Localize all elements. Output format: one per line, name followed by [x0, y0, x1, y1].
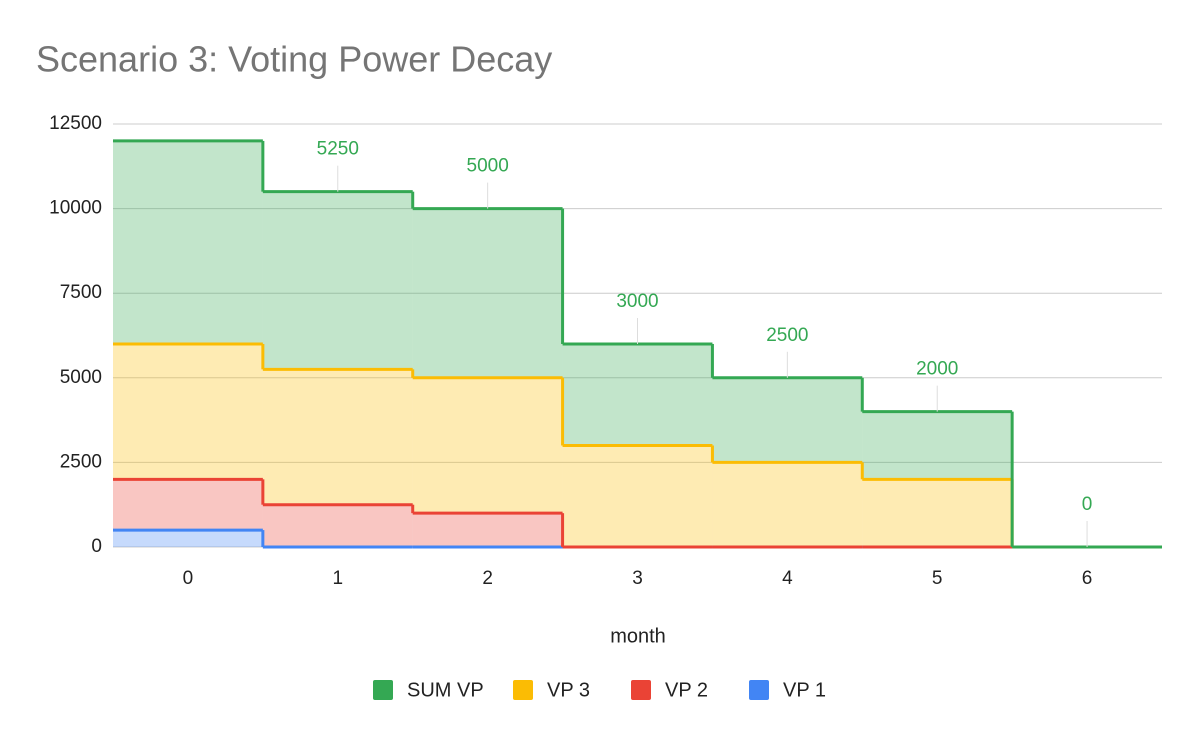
x-tick-label: 5	[932, 568, 943, 589]
y-tick-label: 2500	[60, 451, 102, 472]
area-segment	[562, 445, 713, 547]
data-label: 2500	[766, 325, 808, 346]
area-segment	[262, 504, 413, 547]
x-tick-label: 6	[1082, 568, 1093, 589]
legend-swatch	[749, 680, 769, 700]
data-label: 5250	[317, 139, 359, 160]
chart-title: Scenario 3: Voting Power Decay	[36, 39, 552, 80]
y-tick-label: 12500	[49, 113, 102, 134]
area-segment	[862, 411, 1013, 480]
legend-label: VP 2	[665, 679, 708, 701]
area-segment	[262, 191, 413, 370]
area-segment	[712, 377, 863, 463]
data-label: 0	[1082, 494, 1093, 515]
x-tick-label: 3	[632, 568, 643, 589]
x-tick-label: 4	[782, 568, 793, 589]
legend-swatch	[513, 680, 533, 700]
y-tick-label: 7500	[60, 282, 102, 303]
x-tick-label: 2	[482, 568, 493, 589]
legend-swatch	[631, 680, 651, 700]
legend-label: VP 3	[547, 679, 590, 701]
legend-label: SUM VP	[407, 679, 484, 701]
area-segment	[113, 530, 263, 547]
x-tick-label: 1	[332, 568, 343, 589]
area-segment	[412, 208, 563, 378]
y-tick-label: 0	[91, 536, 102, 557]
legend-label: VP 1	[783, 679, 826, 701]
data-label: 5000	[467, 156, 509, 177]
area-segment	[562, 343, 713, 446]
area-segment	[412, 377, 563, 514]
area-segment	[113, 479, 263, 531]
legend-swatch	[373, 680, 393, 700]
y-tick-label: 10000	[49, 198, 102, 219]
area-segment	[712, 462, 863, 547]
area-segment	[113, 343, 263, 480]
data-label: 3000	[616, 291, 658, 312]
area-segment	[113, 140, 263, 344]
y-tick-label: 5000	[60, 367, 102, 388]
data-label: 2000	[916, 359, 958, 380]
area-segment	[262, 369, 413, 505]
area-segment	[412, 513, 563, 547]
x-axis-title: month	[610, 625, 666, 647]
x-tick-label: 0	[183, 568, 194, 589]
area-segment	[862, 479, 1013, 547]
